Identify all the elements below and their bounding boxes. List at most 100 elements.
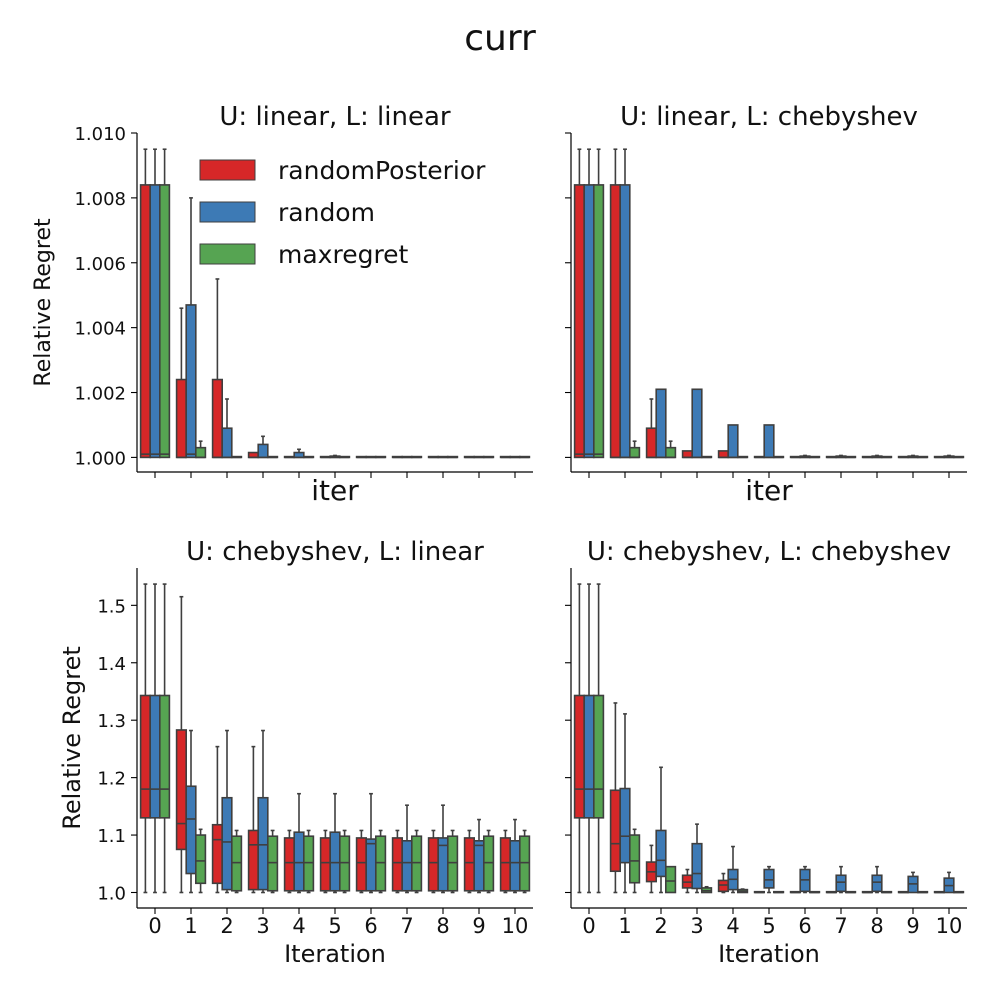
box-body [446, 835, 459, 892]
box-randomPosterior-10 [933, 890, 945, 894]
legend-label-maxregret: maxregret [278, 240, 409, 269]
legend-swatch-random [199, 201, 256, 223]
box-body [283, 837, 296, 892]
box-maxregret-2 [231, 829, 243, 894]
box-body [247, 829, 260, 891]
box-body [159, 694, 171, 819]
box-body [221, 796, 233, 891]
box-randomPosterior-2 [211, 745, 224, 894]
box-randomPosterior-9 [463, 829, 476, 894]
box-maxregret-3 [266, 829, 279, 894]
box-maxregret-4 [302, 829, 315, 894]
box-body [691, 388, 703, 459]
box-body [329, 831, 341, 892]
box-body [185, 785, 197, 875]
box-randomPosterior-8 [427, 829, 440, 894]
box-random-4 [727, 424, 739, 459]
box-randomPosterior-4 [283, 455, 296, 459]
box-maxregret-7 [844, 890, 857, 894]
box-random-5 [763, 865, 775, 894]
box-random-2 [221, 729, 233, 894]
x-tick-label: 5 [328, 914, 341, 938]
box-maxregret-7 [410, 829, 423, 894]
box-body [355, 837, 368, 892]
box-random-3 [691, 823, 703, 894]
x-tick-label: 2 [220, 914, 233, 938]
legend-swatch-maxregret [199, 243, 256, 265]
box-randomPosterior-4 [283, 829, 296, 894]
box-maxregret-6 [374, 829, 387, 894]
box-randomPosterior-9 [897, 455, 909, 459]
box-random-10 [509, 818, 521, 894]
box-randomPosterior-2 [211, 278, 224, 459]
box-body [149, 694, 161, 819]
box-maxregret-1 [628, 440, 641, 459]
y-tick-label: 1.004 [74, 319, 126, 340]
box-randomPosterior-7 [391, 829, 404, 894]
box-randomPosterior-5 [319, 455, 332, 459]
box-body [175, 729, 188, 851]
box-random-4 [293, 792, 305, 894]
box-body [628, 834, 641, 884]
box-random-2 [655, 388, 667, 459]
box-body [573, 694, 585, 819]
box-random-1 [185, 197, 197, 459]
box-body [573, 184, 585, 459]
box-random-1 [619, 148, 631, 459]
x-tick-label: 3 [256, 914, 269, 938]
box-random-8 [437, 455, 449, 459]
box-maxregret-5 [772, 890, 785, 894]
box-random-0 [583, 583, 595, 894]
box-random-3 [257, 729, 269, 894]
box-randomPosterior-8 [861, 890, 873, 894]
legend-label-random: random [278, 198, 375, 227]
box-randomPosterior-3 [247, 451, 260, 459]
box-random-7 [401, 804, 413, 894]
box-randomPosterior-3 [681, 450, 693, 459]
panel-title: U: linear, L: chebyshev [620, 102, 918, 132]
box-randomPosterior-5 [319, 829, 332, 894]
legend-label-randomPosterior: randomPosterior [278, 156, 486, 185]
box-maxregret-8 [880, 455, 893, 459]
box-randomPosterior-6 [789, 455, 801, 459]
x-tick-label: 6 [364, 914, 377, 938]
box-randomPosterior-1 [175, 595, 188, 894]
box-random-8 [871, 865, 883, 894]
box-body [619, 787, 631, 864]
box-randomPosterior-6 [355, 829, 368, 894]
box-random-2 [655, 766, 667, 894]
box-random-0 [583, 148, 595, 459]
box-body [401, 840, 413, 892]
box-random-1 [619, 713, 631, 894]
box-body [583, 694, 595, 819]
panel-4: 0 1 2 3 4 5 6 7 8 9 10 U: chebyshev, L: chebyshev It… [565, 537, 967, 968]
box-randomPosterior-8 [861, 455, 873, 459]
box-maxregret-4 [736, 888, 749, 894]
box-body [159, 184, 171, 459]
y-tick-label: 1.3 [97, 711, 126, 732]
box-random-0 [149, 148, 161, 459]
box-body [717, 450, 729, 459]
panel-title: U: chebyshev, L: linear [186, 537, 484, 567]
x-tick-label: 9 [906, 914, 919, 938]
box-body [592, 184, 605, 459]
box-randomPosterior-1 [609, 148, 621, 459]
box-randomPosterior-0 [139, 148, 152, 459]
box-randomPosterior-4 [717, 450, 729, 459]
box-body [871, 874, 883, 893]
box-random-6 [365, 792, 377, 894]
box-maxregret-1 [195, 828, 207, 894]
box-maxregret-7 [844, 455, 857, 459]
x-tick-label: 7 [400, 914, 413, 938]
box-random-4 [727, 845, 739, 894]
box-body [302, 835, 315, 892]
box-random-0 [149, 583, 161, 894]
box-randomPosterior-0 [139, 583, 152, 894]
box-body [499, 837, 512, 892]
box-maxregret-2 [231, 455, 243, 459]
box-maxregret-8 [446, 829, 459, 894]
box-maxregret-6 [374, 455, 387, 459]
box-body [609, 789, 621, 873]
box-body [463, 837, 476, 892]
box-body [509, 840, 521, 892]
